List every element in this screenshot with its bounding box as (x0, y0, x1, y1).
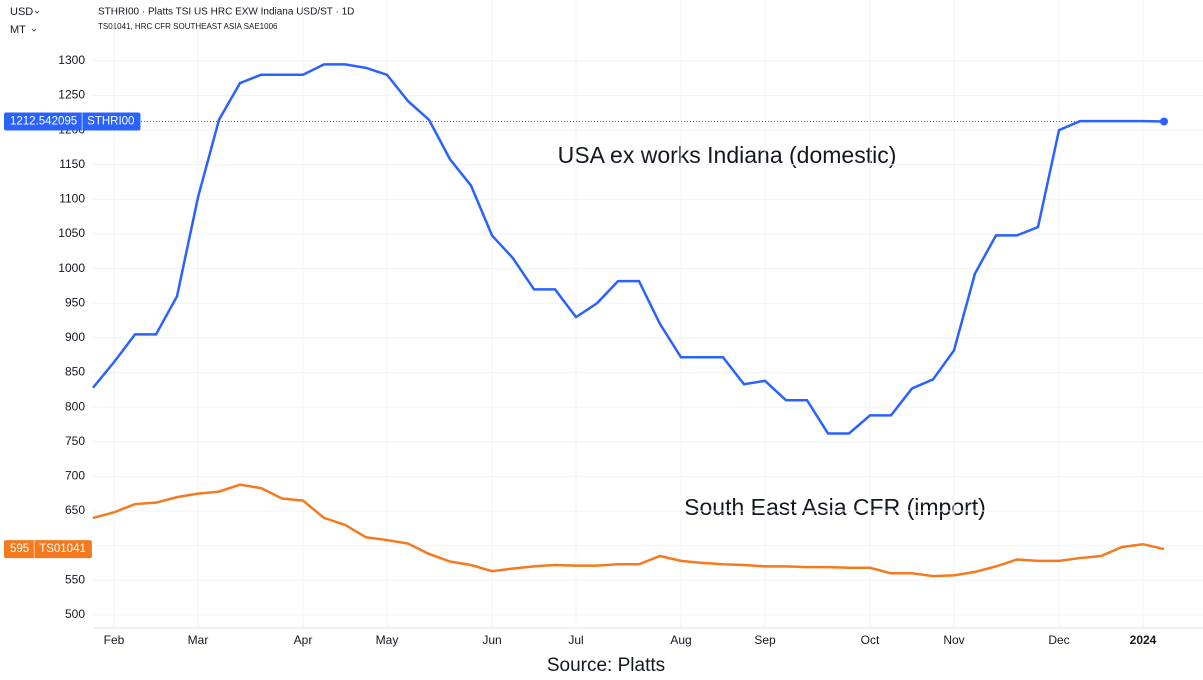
x-tick-label: Oct (861, 633, 880, 647)
series-line (92, 483, 1165, 578)
subtitle: TS01041, HRC CFR SOUTHEAST ASIA SAE1006 (98, 22, 278, 31)
annotation: South East Asia CFR (import) (684, 494, 986, 520)
y-tick-label: 1100 (59, 192, 85, 206)
y-tick-label: 950 (65, 295, 85, 309)
annotation: USA ex works Indiana (domestic) (558, 142, 897, 168)
x-tick-label: Mar (188, 633, 209, 647)
x-tick-label: May (376, 633, 399, 647)
price-tag: 595 TS01041 (4, 540, 92, 559)
x-tick-label: Apr (294, 633, 313, 647)
price-tag: 1212.542095 STHRI00 (4, 112, 141, 131)
tag-name: TS01041 (39, 543, 86, 555)
tag-box (4, 540, 92, 559)
y-tick-label: 750 (65, 434, 85, 448)
x-tick-label: Sep (754, 633, 776, 647)
x-tick-label: Jun (482, 633, 501, 647)
y-tick-label: 1000 (58, 261, 85, 275)
y-tick-label: 900 (65, 330, 85, 344)
y-tick-label: 700 (65, 469, 85, 483)
y-tick-label: 500 (65, 607, 85, 621)
subtitle: STHRI00 · Platts TSI US HRC EXW Indiana … (98, 7, 354, 18)
y-tick-label: 800 (65, 399, 85, 413)
x-tick-label: Aug (670, 633, 691, 647)
tag-value: 1212.542095 (10, 116, 77, 128)
unit-chevron (31, 10, 40, 32)
tag-box (4, 112, 141, 131)
x-tick-label: Jul (568, 633, 583, 647)
x-tick-label: 2024 (1130, 633, 1157, 647)
y-tick-label: 1050 (58, 226, 85, 240)
last-point (1160, 117, 1168, 126)
y-tick-label: 850 (65, 365, 85, 379)
y-unit: USD (10, 6, 33, 18)
x-tick-label: Feb (104, 633, 125, 647)
y-unit: MT (10, 24, 26, 36)
y-tick-label: 550 (65, 572, 85, 586)
tag-value: 595 (10, 543, 29, 555)
y-tick-label: 1300 (58, 53, 85, 67)
tag-name: STHRI00 (87, 116, 134, 128)
x-tick-label: Nov (943, 633, 964, 647)
y-tick-label: 1150 (59, 157, 85, 171)
y-tick-label: 1250 (58, 88, 85, 102)
series-line (92, 63, 1165, 435)
x-tick-label: Dec (1048, 633, 1069, 647)
y-tick-label: 650 (65, 503, 85, 517)
source: Source: Platts (547, 655, 665, 676)
